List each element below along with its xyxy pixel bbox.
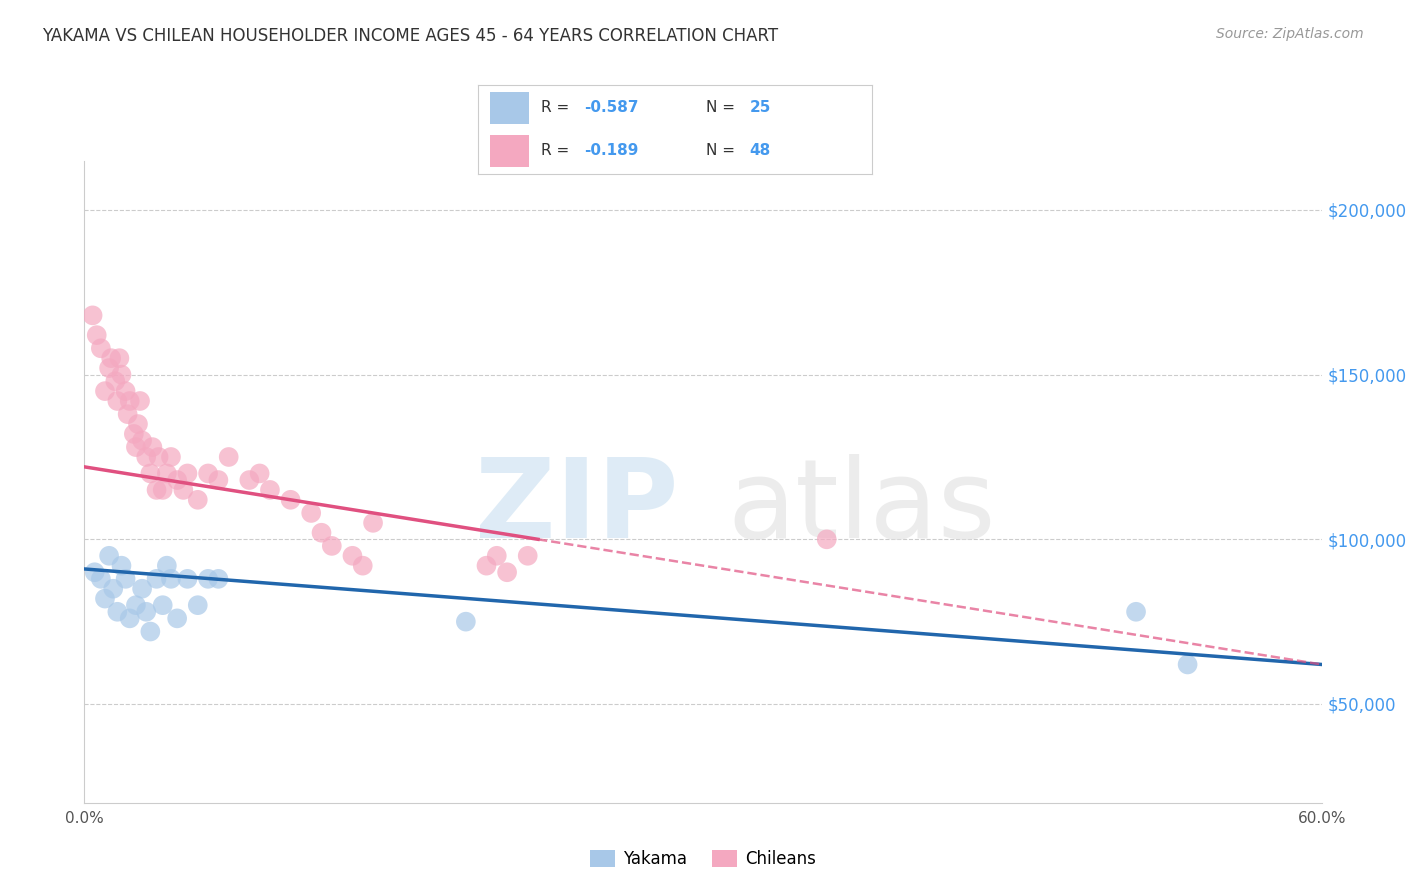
Point [145,572,167,586]
Point [342,549,364,563]
Text: N =: N = [706,101,740,115]
Point [103,582,125,596]
Point [110,368,132,382]
Point [311,525,333,540]
Point [141,440,163,454]
Point [160,450,183,464]
Text: R =: R = [541,144,574,158]
Point [148,450,170,464]
Point [139,467,162,481]
Bar [489,135,529,167]
Point [125,440,148,454]
Point [110,558,132,573]
Point [156,558,179,573]
Point [131,434,153,448]
Point [485,549,508,563]
Point [83,566,105,580]
Point [172,483,194,497]
Point [166,611,188,625]
Point [218,450,240,464]
Text: ZIP: ZIP [475,454,678,561]
Point [321,539,343,553]
Point [207,572,229,586]
Point [125,598,148,612]
Point [114,572,136,586]
Point [90,572,112,586]
Point [105,605,128,619]
Point [516,549,538,563]
Legend: Yakama, Chileans: Yakama, Chileans [583,843,823,875]
Text: 48: 48 [749,144,770,158]
Point [100,351,122,366]
Point [94,384,117,398]
Point [249,467,271,481]
Point [129,394,152,409]
Point [475,558,498,573]
Text: R =: R = [541,101,574,115]
Point [176,467,198,481]
Point [166,473,188,487]
Point [299,506,322,520]
Point [122,426,145,441]
Point [152,483,174,497]
Text: N =: N = [706,144,740,158]
Point [145,483,167,497]
Point [127,417,149,431]
Point [152,598,174,612]
Text: atlas: atlas [728,454,997,561]
Text: YAKAMA VS CHILEAN HOUSEHOLDER INCOME AGES 45 - 64 YEARS CORRELATION CHART: YAKAMA VS CHILEAN HOUSEHOLDER INCOME AGE… [42,27,779,45]
Point [139,624,162,639]
Point [118,611,141,625]
Text: -0.587: -0.587 [585,101,638,115]
Point [108,351,131,366]
Point [361,516,384,530]
Text: 25: 25 [749,101,770,115]
Point [197,467,219,481]
Point [131,582,153,596]
Text: -0.189: -0.189 [585,144,638,158]
Point [454,615,477,629]
Point [156,467,179,481]
Point [114,384,136,398]
Point [1125,605,1147,619]
Point [1177,657,1199,672]
Point [117,407,139,421]
Point [187,492,209,507]
Point [118,394,141,409]
Point [98,361,121,376]
Point [104,374,127,388]
Point [238,473,260,487]
Text: Source: ZipAtlas.com: Source: ZipAtlas.com [1216,27,1364,41]
Point [352,558,374,573]
Point [94,591,117,606]
Point [82,309,104,323]
Point [280,492,302,507]
Point [187,598,209,612]
Point [197,572,219,586]
Point [135,450,157,464]
Point [160,572,183,586]
Point [176,572,198,586]
Point [207,473,229,487]
Point [815,533,838,547]
Point [135,605,157,619]
Point [259,483,281,497]
Point [86,328,108,343]
Point [496,566,519,580]
Point [98,549,121,563]
Point [105,394,128,409]
Bar [489,92,529,124]
Point [90,341,112,355]
